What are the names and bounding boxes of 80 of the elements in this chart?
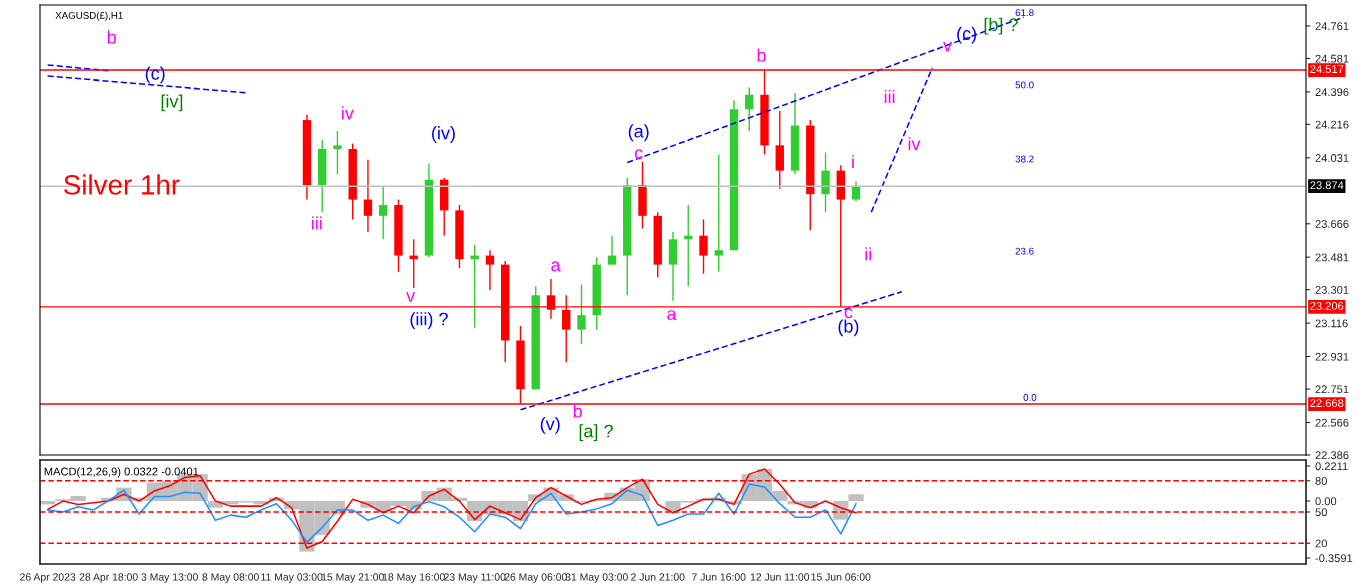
annotation: 50.0 [1015,81,1034,89]
annotation: a [551,261,561,272]
annotation: (iv) [432,126,455,143]
annotation: iv [342,106,354,120]
y-tick-label: 23.116 [1315,319,1348,328]
text: Silver 1hr [64,174,180,195]
candlestick [394,198,403,273]
y-tick-label: 23.301 [1315,285,1349,294]
line-series [46,483,857,543]
annotation: ii [865,247,872,261]
y-tick-label: 24.031 [1315,154,1349,162]
x-tick-label: 15 Jun 06:00 [811,573,871,581]
y-tick-label: 22.386 [1315,451,1349,460]
annotation: 23.6 [1015,247,1034,255]
y-tick-label: 24.761 [1315,22,1349,31]
annotation: 61.8 [1015,9,1034,17]
annotation: b [757,48,766,62]
annotation: 38.2 [1015,155,1034,163]
annotation: c [634,149,643,160]
y-tick-label: 23.481 [1315,253,1349,262]
x-tick-label: 2 Jun 21:00 [631,573,685,581]
y-tick-label: 24.581 [1315,54,1349,63]
y-tick-label: 0.00 [1315,497,1337,506]
y-tick-label: 0.2211 [1315,462,1348,471]
annotation: (c) [145,66,165,84]
annotation: [iv] [161,94,183,112]
x-tick-label: 8 May 08:00 [202,573,259,583]
annotation: iv [908,136,921,151]
text: MACD(12,26,9) 0.0322 -0.0401 [44,467,199,478]
y-tick-label: 22.751 [1315,385,1349,394]
y-tick-label: 22.931 [1315,352,1349,361]
annotation: 0.0 [1023,394,1037,401]
bar [848,494,864,502]
annotation: (v) [540,416,560,434]
y-tick-label: 22.566 [1315,418,1349,427]
y-tick-label: 24.216 [1315,120,1349,129]
candlestick [699,218,708,275]
x-tick-label: 18 May 16:00 [382,573,445,583]
annotation: v [406,292,416,302]
x-tick-label: 11 May 03:00 [261,573,323,583]
x-tick-label: 7 Jun 16:00 [692,573,746,581]
annotation: [a] ? [579,424,613,442]
y2-tick-label: 80 [1315,477,1327,485]
candlestick [714,153,723,273]
annotation: iii [884,89,895,104]
annotation: c [844,308,853,319]
annotation: (iii) ? [410,312,448,329]
ref-line-label: 24.517 [1310,65,1344,74]
annotation: XAGUSD(£),H1 [55,11,123,21]
x-tick-label: 26 May 06:00 [504,573,567,583]
y-tick-label: 23.666 [1315,220,1349,228]
annotation: b [107,30,116,44]
x-tick-label: 26 Apr 2023 [20,573,76,583]
annotation: i [852,155,854,169]
x-tick-label: 28 Apr 18:00 [79,573,138,583]
annotation: [b] ? [984,17,1018,35]
candlestick [348,142,357,221]
x-tick-label: 3 May 13:00 [141,573,198,583]
y2-tick-label: 50 [1315,508,1327,517]
annotation: (a) [628,124,649,142]
annotation: v [943,42,953,52]
y2-tick-label: 20 [1315,539,1327,548]
candlestick [333,130,342,175]
candlestick [455,204,464,269]
annotation: (c) [957,26,977,44]
y-tick-label: -0.3591 [1315,554,1353,563]
ref-line-label: 23.874 [1310,181,1344,190]
x-tick-label: 23 May 11:00 [444,573,506,583]
annotation: iii [312,216,322,230]
candlestick [577,283,586,345]
candlestick [638,160,647,230]
x-tick-label: 12 Jun 11:00 [750,573,810,581]
ref-line-label: 22.668 [1310,399,1344,408]
ref-line-label: 23.206 [1310,301,1344,310]
x-tick-label: 31 May 03:00 [565,573,628,583]
y-tick-label: 24.396 [1315,88,1349,97]
annotation: b [573,404,582,418]
x-tick-label: 15 May 21:00 [321,573,384,583]
annotation: (b) [838,319,859,337]
annotation: a [667,310,677,321]
